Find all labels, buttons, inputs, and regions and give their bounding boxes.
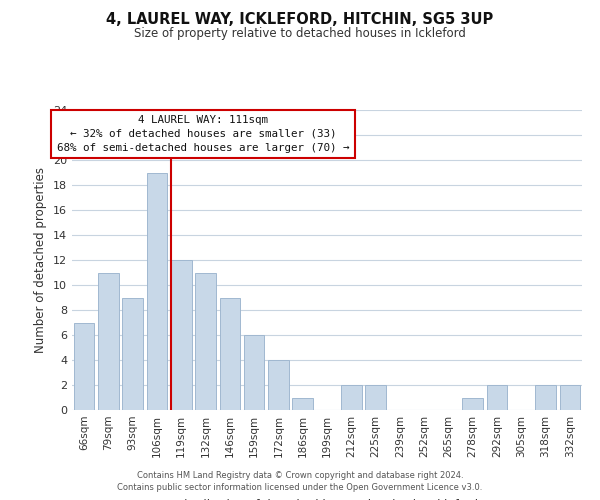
Bar (292, 398, 313, 410)
Text: 4, LAUREL WAY, ICKLEFORD, HITCHIN, SG5 3UP: 4, LAUREL WAY, ICKLEFORD, HITCHIN, SG5 3… (106, 12, 494, 28)
X-axis label: Distribution of detached houses by size in Ickleford: Distribution of detached houses by size … (175, 498, 479, 500)
Bar (268, 360, 289, 410)
Text: 4 LAUREL WAY: 111sqm
← 32% of detached houses are smaller (33)
68% of semi-detac: 4 LAUREL WAY: 111sqm ← 32% of detached h… (57, 115, 349, 153)
Bar (74, 322, 94, 410)
Y-axis label: Number of detached properties: Number of detached properties (34, 167, 47, 353)
Text: Contains HM Land Registry data © Crown copyright and database right 2024.: Contains HM Land Registry data © Crown c… (137, 471, 463, 480)
Bar (122, 298, 143, 410)
Bar (487, 385, 508, 410)
Bar (171, 260, 191, 410)
Bar (365, 385, 386, 410)
Bar (463, 398, 483, 410)
Text: Size of property relative to detached houses in Ickleford: Size of property relative to detached ho… (134, 28, 466, 40)
Bar (535, 385, 556, 410)
Bar (98, 272, 119, 410)
Bar (220, 298, 240, 410)
Bar (146, 172, 167, 410)
Text: Contains public sector information licensed under the Open Government Licence v3: Contains public sector information licen… (118, 484, 482, 492)
Bar (195, 272, 216, 410)
Bar (560, 385, 580, 410)
Bar (244, 335, 265, 410)
Bar (341, 385, 362, 410)
